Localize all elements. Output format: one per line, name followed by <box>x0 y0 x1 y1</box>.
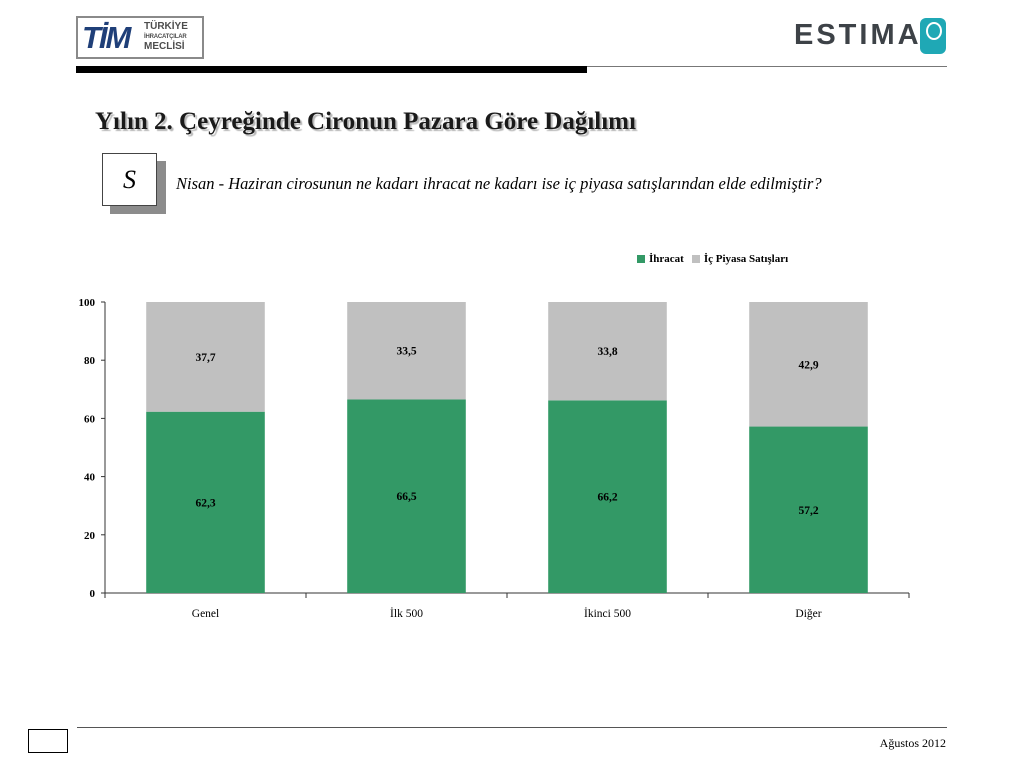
data-label: 37,7 <box>195 352 215 364</box>
data-label: 33,8 <box>597 346 617 358</box>
bar-ic-piyasa <box>146 302 265 412</box>
estima-logo-word: ESTIMA <box>794 19 922 51</box>
footer-date: Ağustos 2012 <box>879 736 946 750</box>
tim-logo-text: TÜRKİYE İHRACATÇILAR MECLİSİ <box>144 22 200 52</box>
x-tick-label: Diğer <box>795 608 821 620</box>
x-tick-label: İlk 500 <box>390 606 423 620</box>
tim-logo: TİM TÜRKİYE İHRACATÇILAR MECLİSİ <box>76 16 204 59</box>
legend-label-ihracat: İhracat <box>649 253 684 265</box>
y-tick-label: 40 <box>84 472 96 484</box>
legend-swatch-ihracat <box>637 255 645 263</box>
y-tick-label: 0 <box>90 588 96 600</box>
bar-ihracat <box>146 411 265 593</box>
y-tick-label: 60 <box>84 413 96 425</box>
data-label: 66,2 <box>597 492 617 504</box>
bar-ic-piyasa <box>347 302 466 400</box>
bar-ihracat <box>749 426 868 593</box>
tim-logo-mark: TİM <box>82 20 131 55</box>
page-title: Yılın 2. Çeyreğinde Cironun Pazara Göre … <box>95 108 636 135</box>
data-label: 33,5 <box>396 346 416 358</box>
chart-legend: İhracat İç Piyasa Satışları <box>637 253 788 265</box>
page-number-box <box>28 729 68 753</box>
legend-item-ihracat: İhracat <box>637 253 684 265</box>
legend-swatch-ic-piyasa <box>691 255 700 263</box>
x-tick-label: İkinci 500 <box>584 606 631 620</box>
header-divider-thin <box>587 66 947 67</box>
data-label: 62,3 <box>195 497 215 509</box>
estima-logo: ESTIMA <box>794 18 950 58</box>
tim-logo-line3: MECLİSİ <box>144 41 185 52</box>
legend-item-ic-piyasa: İç Piyasa Satışları <box>691 253 789 265</box>
data-label: 66,5 <box>396 491 416 503</box>
estima-logo-icon <box>920 18 946 54</box>
bar-ic-piyasa <box>749 302 868 427</box>
y-tick-label: 20 <box>84 530 96 542</box>
question-text: Nisan - Haziran cirosunun ne kadarı ihra… <box>176 174 822 193</box>
x-tick-label: Genel <box>192 608 219 620</box>
y-tick-label: 80 <box>84 355 96 367</box>
footer-divider <box>77 727 947 728</box>
y-tick-label: 100 <box>79 297 96 309</box>
question-badge: S <box>102 153 157 206</box>
tim-logo-line1: TÜRKİYE <box>144 21 188 32</box>
bar-ihracat <box>548 400 667 593</box>
bar-ic-piyasa <box>548 302 667 401</box>
data-label: 42,9 <box>798 359 818 371</box>
data-label: 57,2 <box>798 505 818 517</box>
header-divider-thick <box>76 66 587 73</box>
legend-label-ic-piyasa: İç Piyasa Satışları <box>703 253 789 265</box>
bar-ihracat <box>347 399 466 593</box>
tim-logo-line2: İHRACATÇILAR <box>144 34 187 40</box>
